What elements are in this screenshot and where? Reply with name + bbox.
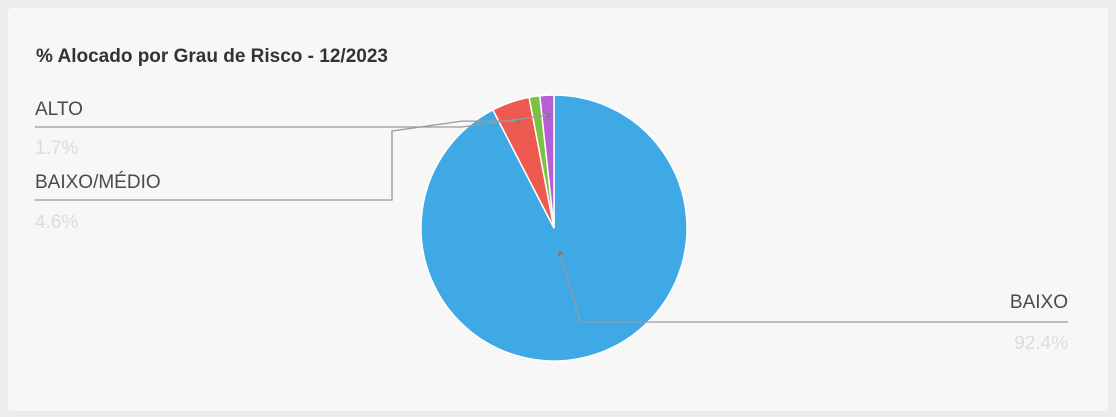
slice-labels: BAIXO 92.4% BAIXO/MÉDIO 4.6% ALTO 1.7% [35, 99, 1068, 354]
label-value-baixo-medio: 4.6% [35, 212, 78, 233]
leader-line-baixo [559, 253, 1068, 323]
pie-slices [420, 94, 688, 362]
leader-lines [35, 112, 1068, 323]
label-value-baixo: 92.4% [1014, 333, 1068, 354]
leader-line-baixo-medio [35, 120, 518, 201]
chart-title: % Alocado por Grau de Risco - 12/2023 [36, 46, 388, 67]
label-name-baixo-medio: BAIXO/MÉDIO [35, 172, 161, 193]
label-name-alto: ALTO [35, 99, 83, 120]
leader-line-alto [35, 114, 549, 128]
chart-card: % Alocado por Grau de Risco - 12/2023 BA… [8, 8, 1108, 411]
pie-chart: BAIXO 92.4% BAIXO/MÉDIO 4.6% ALTO 1.7% [35, 94, 1068, 362]
label-value-alto: 1.7% [35, 138, 78, 159]
slice-alto[interactable] [538, 94, 555, 229]
label-name-baixo: BAIXO [1010, 292, 1068, 313]
